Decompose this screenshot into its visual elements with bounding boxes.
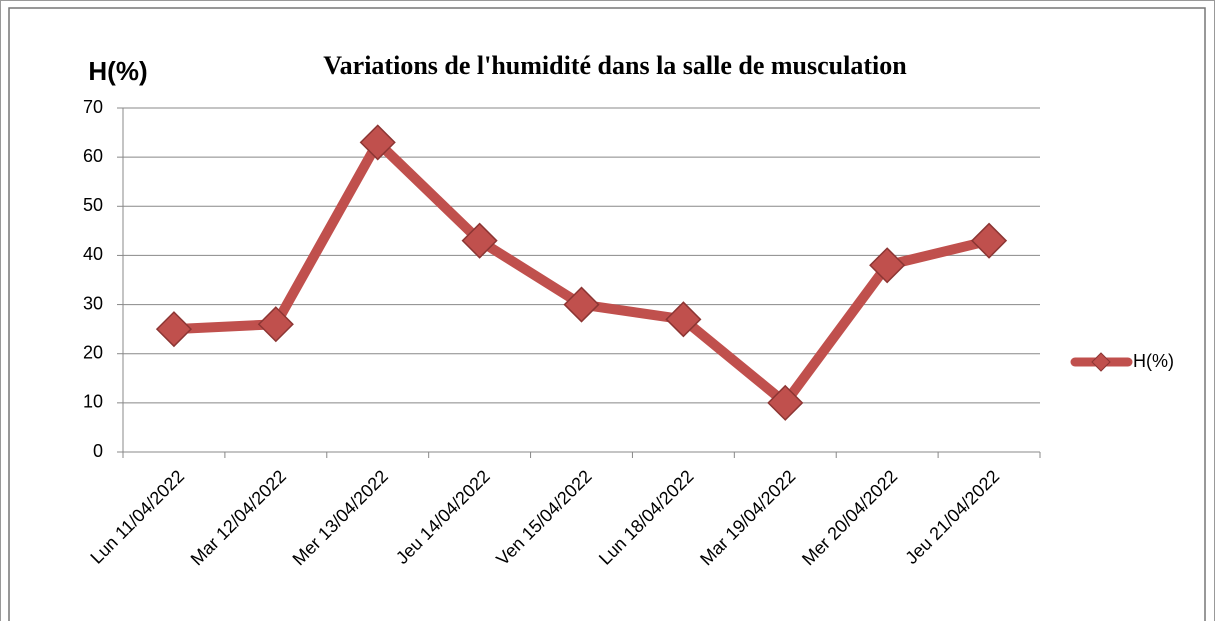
y-tick-label: 40 bbox=[83, 244, 103, 264]
data-point bbox=[665, 301, 702, 338]
y-tick-label: 60 bbox=[83, 146, 103, 166]
y-tick-label: 30 bbox=[83, 293, 103, 313]
y-tick-label: 70 bbox=[83, 97, 103, 117]
y-tick-label: 10 bbox=[83, 392, 103, 412]
y-tick-label: 20 bbox=[83, 342, 103, 362]
chart-title: Variations de l'humidité dans la salle d… bbox=[323, 51, 907, 80]
chart-frame bbox=[8, 7, 1206, 626]
data-point bbox=[461, 222, 498, 259]
data-point bbox=[869, 247, 906, 284]
data-point bbox=[563, 286, 600, 323]
legend-label: H(%) bbox=[1133, 351, 1174, 371]
legend-marker bbox=[1091, 352, 1111, 372]
data-point bbox=[970, 222, 1008, 259]
data-point bbox=[359, 124, 396, 161]
y-axis-label: H(%) bbox=[88, 56, 147, 86]
data-point bbox=[767, 384, 804, 421]
y-tick-label: 0 bbox=[93, 441, 103, 461]
data-point bbox=[155, 311, 193, 348]
y-tick-label: 50 bbox=[83, 195, 103, 215]
data-point bbox=[257, 306, 294, 343]
